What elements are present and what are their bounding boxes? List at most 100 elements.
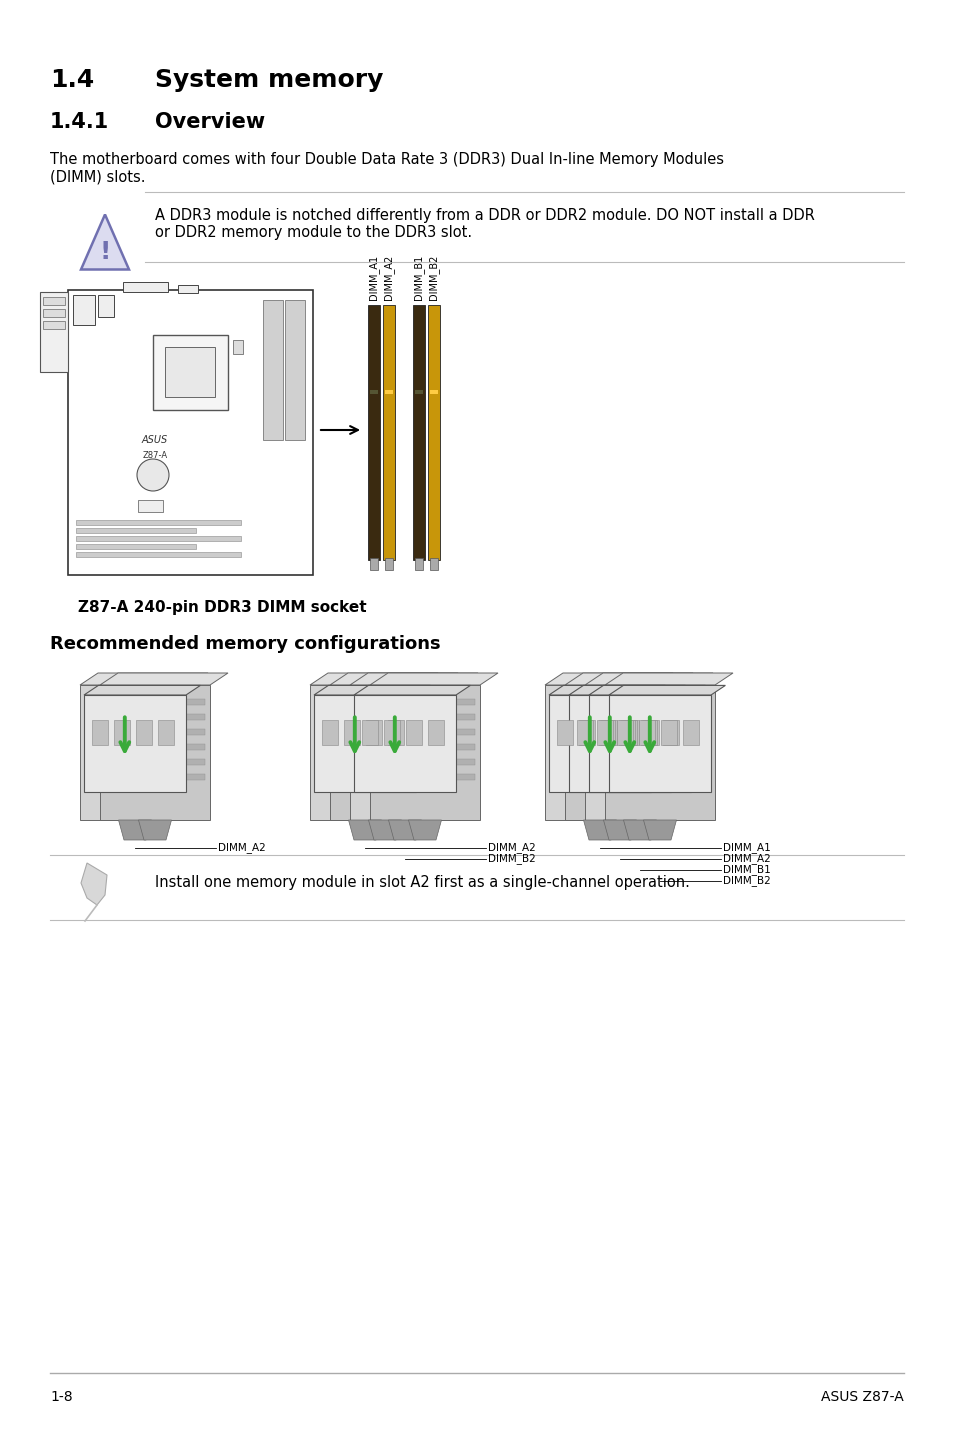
Polygon shape (370, 684, 479, 820)
Bar (569, 774, 669, 779)
Bar (662, 720, 679, 745)
Bar (263, 301, 283, 440)
Polygon shape (81, 863, 107, 905)
Bar (589, 774, 689, 779)
Bar (569, 759, 669, 765)
Polygon shape (84, 695, 186, 792)
Text: or DDR2 memory module to the DDR3 slot.: or DDR2 memory module to the DDR3 slot. (154, 224, 472, 240)
Bar (91, 720, 108, 745)
Bar (158, 720, 173, 745)
Bar (589, 729, 689, 735)
Polygon shape (370, 673, 497, 684)
Polygon shape (548, 695, 650, 792)
Polygon shape (81, 214, 129, 269)
Bar (415, 390, 422, 394)
Bar (385, 558, 393, 569)
Bar (375, 729, 475, 735)
Bar (550, 715, 649, 720)
Bar (589, 743, 689, 751)
Text: A DDR3 module is notched differently from a DDR or DDR2 module. DO NOT install a: A DDR3 module is notched differently fro… (154, 209, 814, 223)
Bar (589, 715, 689, 720)
Bar (617, 720, 633, 745)
Bar (285, 301, 305, 440)
Bar (85, 729, 185, 735)
Bar (314, 774, 415, 779)
Bar (85, 774, 185, 779)
Bar (355, 729, 455, 735)
Bar (76, 544, 195, 549)
Text: Z87-A: Z87-A (142, 450, 168, 460)
Text: DIMM_A2: DIMM_A2 (383, 255, 394, 301)
Bar (578, 720, 595, 745)
FancyArrowPatch shape (350, 718, 359, 751)
Bar (557, 720, 573, 745)
Polygon shape (350, 684, 459, 820)
Bar (355, 774, 455, 779)
Text: Z87-A 240-pin DDR3 DIMM socket: Z87-A 240-pin DDR3 DIMM socket (78, 600, 366, 615)
Bar (370, 558, 377, 569)
Bar (178, 285, 198, 293)
Bar (85, 759, 185, 765)
Text: Install one memory module in slot A2 first as a single-channel operation.: Install one memory module in slot A2 fir… (154, 874, 689, 890)
Bar (361, 720, 377, 745)
Bar (43, 309, 65, 316)
Bar (105, 759, 205, 765)
Polygon shape (623, 820, 656, 840)
Bar (639, 720, 655, 745)
Text: ASUS: ASUS (142, 436, 168, 444)
Bar (314, 699, 415, 705)
Bar (428, 720, 443, 745)
Bar (550, 774, 649, 779)
Bar (569, 729, 669, 735)
Bar (430, 390, 437, 394)
Bar (660, 720, 677, 745)
Bar (642, 720, 659, 745)
Polygon shape (643, 820, 676, 840)
FancyArrowPatch shape (605, 718, 614, 751)
Bar (589, 699, 689, 705)
Bar (85, 743, 185, 751)
Bar (609, 743, 709, 751)
FancyArrowPatch shape (644, 718, 654, 751)
Bar (322, 720, 337, 745)
Bar (406, 720, 421, 745)
Polygon shape (604, 673, 732, 684)
Bar (105, 743, 205, 751)
Bar (609, 759, 709, 765)
Bar (600, 720, 617, 745)
Polygon shape (100, 684, 210, 820)
Bar (355, 715, 455, 720)
Polygon shape (564, 684, 675, 820)
Polygon shape (80, 684, 190, 820)
Polygon shape (588, 695, 690, 792)
Polygon shape (348, 820, 381, 840)
FancyArrowPatch shape (625, 718, 634, 751)
Text: DIMM_B1: DIMM_B1 (722, 864, 770, 876)
Text: The motherboard comes with four Double Data Rate 3 (DDR3) Dual In-line Memory Mo: The motherboard comes with four Double D… (50, 152, 723, 167)
Bar (550, 743, 649, 751)
Bar (375, 715, 475, 720)
Bar (105, 699, 205, 705)
Bar (43, 321, 65, 329)
Polygon shape (548, 686, 664, 695)
Bar (314, 759, 415, 765)
Text: DIMM_B2: DIMM_B2 (488, 854, 536, 864)
Bar (682, 720, 699, 745)
Bar (597, 720, 613, 745)
Text: Overview: Overview (154, 112, 265, 132)
Text: Recommended memory configurations: Recommended memory configurations (50, 636, 440, 653)
Bar (413, 305, 424, 559)
Bar (589, 759, 689, 765)
Bar (355, 699, 455, 705)
Polygon shape (330, 673, 457, 684)
Bar (640, 720, 657, 745)
Bar (609, 699, 709, 705)
Bar (85, 715, 185, 720)
Polygon shape (310, 684, 419, 820)
Polygon shape (568, 695, 670, 792)
Polygon shape (568, 686, 684, 695)
Polygon shape (564, 673, 692, 684)
Polygon shape (314, 695, 416, 792)
Bar (85, 699, 185, 705)
Polygon shape (118, 820, 152, 840)
